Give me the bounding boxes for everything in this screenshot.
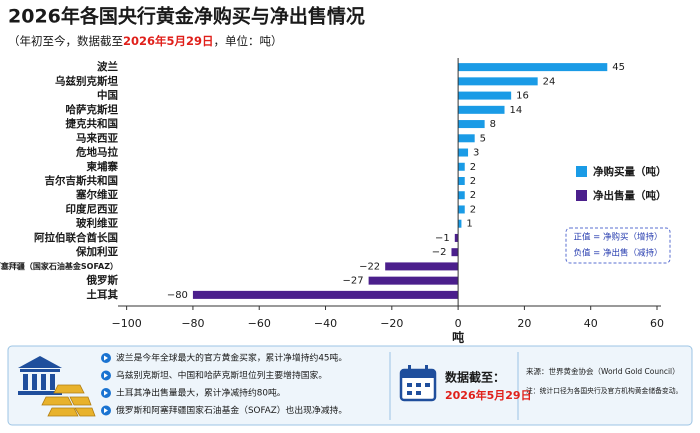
info-panel [7, 345, 693, 426]
value-label: 2 [470, 190, 476, 201]
gold-bars-icon [41, 384, 96, 417]
y-tick-label: 乌兹别克斯坦 [55, 74, 118, 87]
bullet-arrow [104, 408, 108, 413]
date-value: 2026年5月29日 [445, 388, 532, 402]
chart-subtitle: （年初至今，数据截至2026年5月29日，单位：吨） [8, 34, 283, 48]
x-tick-label: 0 [455, 317, 462, 330]
value-label: 2 [470, 204, 476, 215]
bar [458, 120, 485, 129]
bar [454, 233, 459, 242]
x-tick-label: −20 [380, 317, 403, 330]
y-tick-label: 土耳其 [87, 288, 119, 301]
legend-label: 净购买量（吨） [593, 165, 667, 178]
source: 来源：世界黄金协会（World Gold Council） [526, 366, 680, 376]
bullet-arrow [104, 373, 108, 378]
y-tick-label: 吉尔吉斯共和国 [45, 174, 119, 187]
date-label: 数据截至： [445, 370, 505, 385]
annotation-box [565, 227, 671, 264]
bar [458, 177, 465, 185]
bullet-text: 波兰是今年全球最大的官方黄金买家，累计净增持约45吨。 [116, 352, 347, 364]
x-tick-label: 20 [517, 317, 531, 330]
bar [192, 290, 459, 299]
bar [451, 248, 459, 257]
x-axis-label: 吨 [452, 330, 464, 345]
subtitle-prefix: （年初至今，数据截至 [8, 34, 123, 48]
y-tick-label: 印度尼西亚 [66, 202, 119, 215]
bar [458, 219, 462, 228]
value-label: 1 [466, 219, 472, 230]
value-label: 8 [490, 119, 496, 130]
value-label: 16 [516, 91, 529, 102]
y-tick-label: 阿拉伯联合酋长国 [34, 231, 118, 244]
bar [458, 63, 608, 72]
annotation: 负值 = 净出售（减持） [573, 248, 662, 259]
y-tick-label: 柬埔寨 [86, 160, 119, 173]
subtitle-suffix: ，单位：吨） [214, 34, 283, 48]
bar [458, 91, 512, 100]
y-tick-label: 马来西亚 [76, 131, 118, 144]
y-tick-label: 俄罗斯 [86, 274, 119, 287]
bullet-arrow [104, 390, 108, 396]
bullet-text: 土耳其净出售量最大，累计净减持约80吨。 [116, 387, 286, 399]
bullet-text: 俄罗斯和阿塞拜疆国家石油基金（SOFAZ）也出现净减持。 [116, 404, 347, 416]
bullet-arrow [104, 355, 108, 361]
value-label: −80 [167, 290, 188, 301]
bar [458, 77, 538, 86]
x-tick-label: 40 [584, 317, 598, 330]
bar [458, 162, 465, 171]
bar [368, 276, 459, 285]
note: 注：统计口径为各国央行及官方机构黄金储备变动。 [526, 386, 682, 395]
bank-icon [18, 356, 62, 395]
value-label: −2 [432, 247, 447, 258]
legend-swatch [576, 166, 587, 177]
bar [458, 205, 465, 214]
value-label: 24 [543, 76, 556, 87]
value-label: 45 [612, 62, 625, 73]
value-label: 3 [473, 148, 479, 159]
chart-title: 2026年各国央行黄金净购买与净出售情况 [8, 5, 365, 28]
calendar-icon [399, 365, 437, 402]
subtitle-date: 2026年5月29日 [123, 34, 214, 48]
x-tick-label: −60 [248, 317, 271, 330]
y-tick-label: 保加利亚 [75, 245, 118, 258]
y-tick-label: 塞尔维亚 [75, 188, 118, 201]
value-label: 2 [470, 176, 476, 187]
legend-swatch [576, 190, 587, 201]
value-label: 2 [470, 162, 476, 173]
y-tick-label: 玻利维亚 [76, 217, 118, 230]
value-label: −1 [435, 233, 450, 244]
y-tick-label: 哈萨克斯坦 [66, 103, 119, 116]
bar [385, 262, 459, 271]
value-label: −27 [343, 276, 364, 287]
y-tick-label: 危地马拉 [75, 146, 118, 159]
x-tick-label: −40 [314, 317, 337, 330]
x-tick-label: −100 [112, 317, 142, 330]
x-tick-label: −80 [181, 317, 204, 330]
legend-label: 净出售量（吨） [593, 189, 667, 202]
y-tick-label: 中国 [97, 89, 118, 102]
x-tick-label: 60 [650, 317, 664, 330]
bar [458, 105, 505, 114]
value-label: 5 [480, 133, 486, 144]
value-label: −22 [359, 261, 380, 272]
annotation: 正值 = 净购买（增持） [573, 232, 662, 243]
bar [458, 148, 469, 157]
value-label: 14 [510, 105, 523, 116]
y-tick-label: 捷克共和国 [66, 117, 119, 130]
bar [458, 134, 475, 143]
bullet-text: 乌兹别克斯坦、中国和哈萨克斯坦位列主要增持国家。 [116, 369, 327, 381]
y-tick-label: 波兰 [97, 60, 118, 73]
y-tick-label: 阿塞拜疆（国家石油基金SOFAZ） [0, 261, 118, 271]
bar [458, 191, 465, 200]
